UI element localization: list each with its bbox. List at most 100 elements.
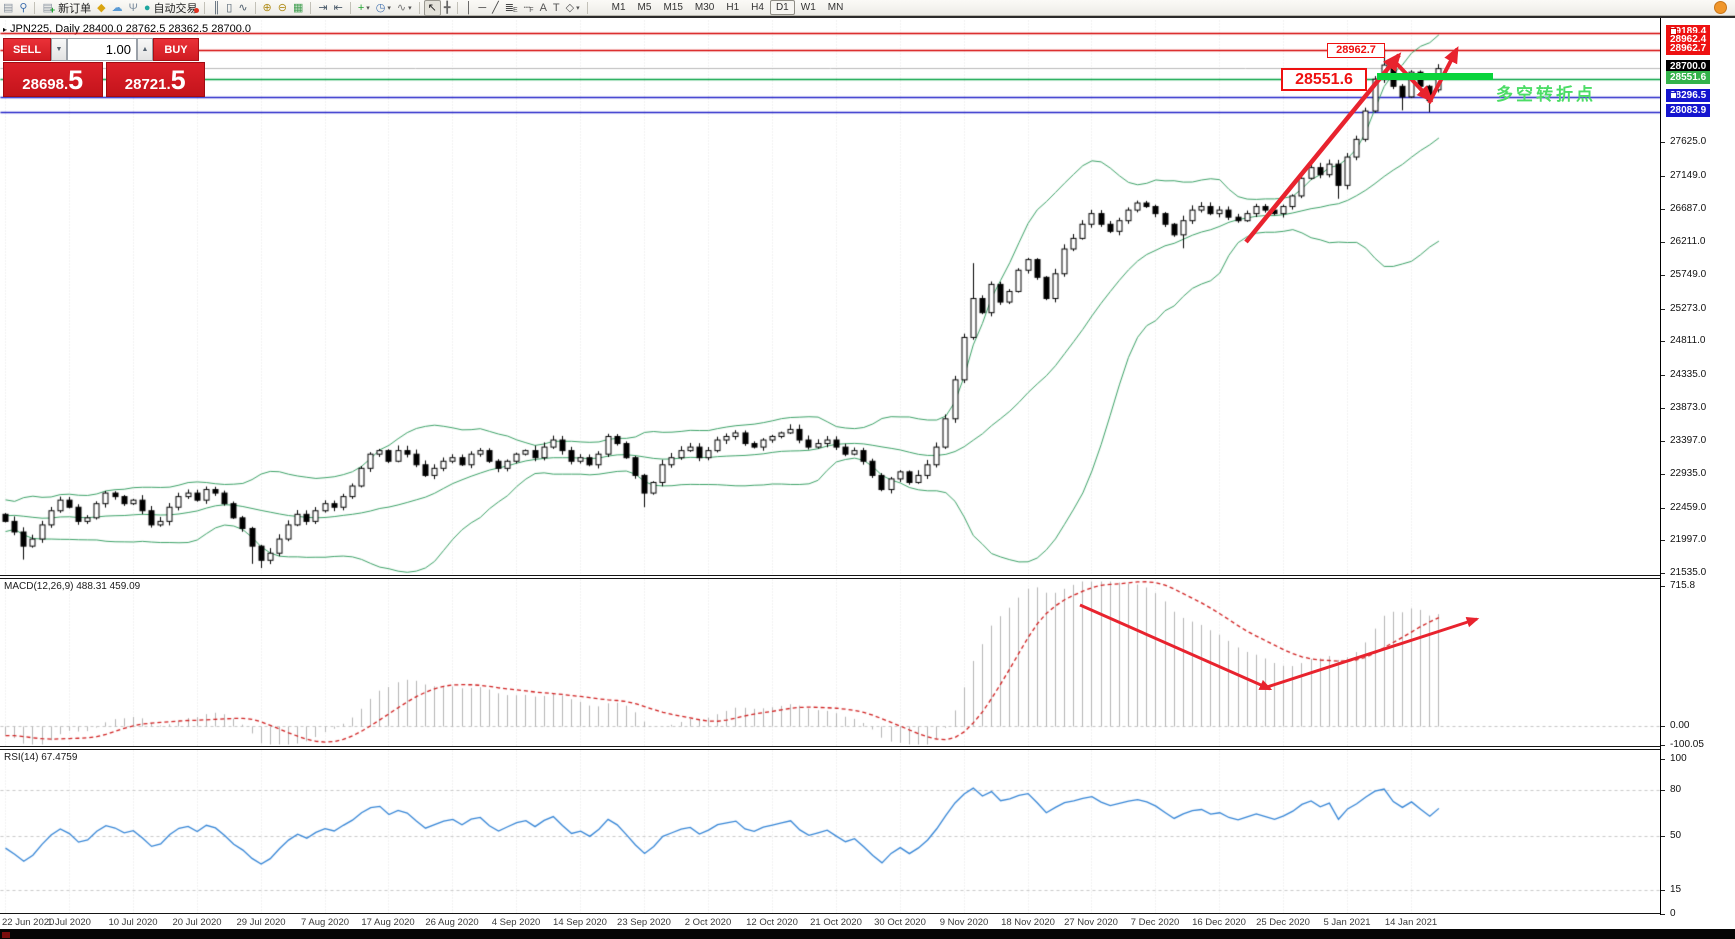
timeframe-m1[interactable]: M1 [611,2,626,13]
date-label: 7 Aug 2020 [300,917,350,928]
price-chart-canvas[interactable] [0,20,1660,575]
zoom-out-icon[interactable]: ⊖ [277,1,287,14]
price-tick: 24811.0 [1670,335,1706,346]
macd-chart-canvas[interactable] [0,579,1660,746]
date-label: 22 Jun 2020 [2,917,55,928]
bottom-bar [0,929,1735,939]
pivot-price-label: 28551.6 [1281,68,1367,91]
bar-chart-mode-icon[interactable]: ║ [212,1,221,14]
price-line-label: 28551.6 [1666,71,1711,84]
timeframe-d1[interactable]: D1 [769,0,795,15]
timeframe-mn[interactable]: MN [827,2,844,13]
price-tick: 21997.0 [1670,534,1707,545]
new-order-icon-label: 新订单 [58,2,92,15]
date-label: 7 Dec 2020 [1130,917,1180,928]
date-label: 30 Oct 2020 [874,917,926,928]
date-label: 14 Sep 2020 [553,917,607,928]
rsi-indicator-label: RSI(14) 67.4759 [4,752,78,763]
price-line-label: 28700.0 [1666,60,1711,73]
shapes-icon[interactable]: ◇ ▾ [565,1,580,14]
trendline-icon[interactable]: ╱ [492,1,499,14]
chart-shift-icon[interactable]: ⇥ [318,1,328,14]
timeframe-m15[interactable]: M15 [663,2,683,13]
crosshair-icon[interactable]: ╋ [443,1,451,14]
search-icon[interactable]: ⚲ [19,1,28,14]
text-icon[interactable]: A [539,1,547,14]
vertical-line-icon[interactable]: │ [465,1,473,14]
date-label: 14 Jan 2021 [1384,917,1438,928]
line-chart-mode-icon[interactable]: ∿ [238,1,248,14]
date-label: 9 Nov 2020 [939,917,989,928]
date-label: 21 Oct 2020 [810,917,862,928]
timeframe-m5[interactable]: M5 [637,2,652,13]
new-order-icon[interactable]: ▤ + 新订单 [42,1,92,15]
timeframe-m30[interactable]: M30 [694,2,715,13]
price-axis[interactable]: 27625.0 27149.0 26687.0 26211.0 25749.0 25273… [1660,18,1735,919]
date-label: 2 Oct 2020 [684,917,732,928]
price-tick: 23397.0 [1670,435,1707,446]
bottom-bar-accent [2,932,10,938]
zoom-in-icon[interactable]: ⊕ [262,1,272,14]
candlestick-mode-icon[interactable]: ▯ [226,1,233,14]
date-label: 10 Jul 2020 [108,917,158,928]
pane-separator[interactable] [0,575,1735,579]
buy-price-display[interactable]: 28721. 5 [105,62,205,97]
price-line-label: 28962.7 [1666,42,1711,55]
price-tick: 22459.0 [1670,502,1707,513]
price-tick: 23873.0 [1670,402,1707,413]
timeframe-h1[interactable]: H1 [726,2,740,13]
timeframe-group: M1 M5 M15 M30 H1 H4 D1 W1 MN [606,0,850,15]
horizontal-line-icon[interactable]: ─ [478,1,487,14]
one-click-trading-panel: SELL ▼ 1.00 ▲ BUY 28698. 5 28721. 5 [3,38,205,97]
signal-icon[interactable]: Ψ [128,1,138,14]
tile-windows-icon[interactable]: ▦ [292,1,304,14]
sell-price-display[interactable]: 28698. 5 [3,62,103,97]
fibonacci-icon[interactable]: ≣ E [504,1,518,14]
timeframe-h4[interactable]: H4 [751,2,764,13]
rsi-scale-15: 15 [1670,884,1682,895]
auto-trading-icon-label: 自动交易 [153,2,198,15]
timeframe-w1[interactable]: W1 [800,2,816,13]
date-label: 29 Jul 2020 [236,917,286,928]
chart-window: ▸JPN225, Daily 28400.0 28762.5 28362.5 2… [0,16,1735,939]
hline-handle-28296.5[interactable] [1670,92,1677,99]
volume-increase-button[interactable]: ▲ [137,38,153,61]
auto-scroll-icon[interactable]: ⇤ [333,1,343,14]
date-label: 12 Oct 2020 [746,917,798,928]
channels-icon[interactable]: ┄ F [523,1,534,14]
pane-separator[interactable] [0,746,1735,750]
price-line-label: 28296.5 [1666,89,1711,102]
macd-scale-max: 715.8 [1670,580,1696,591]
alert-icon[interactable] [1714,1,1727,14]
hline-handle-29189.4[interactable] [1670,28,1677,35]
date-label: 1 Jul 2020 [47,917,91,928]
buy-button[interactable]: BUY [153,38,199,61]
date-axis[interactable]: 22 Jun 2020 1 Jul 2020 10 Jul 2020 20 Jul 2… [0,915,1660,931]
indicators-icon[interactable]: + ▾ [357,1,370,14]
date-label: 5 Jan 2021 [1323,917,1371,928]
macd-indicator-label: MACD(12,26,9) 488.31 459.09 [4,581,141,592]
pivot-zone-bar [1377,73,1493,80]
auto-trading-icon[interactable]: ● 自动交易 [143,1,200,15]
macd-scale-min: -100.05 [1670,739,1704,750]
cursor-icon[interactable]: ↖ [423,0,441,16]
volume-decrease-button[interactable]: ▼ [51,38,67,61]
price-tick: 24335.0 [1670,369,1707,380]
date-label: 26 Aug 2020 [425,917,479,928]
rsi-chart-canvas[interactable] [0,750,1660,913]
date-label: 20 Jul 2020 [172,917,222,928]
new-chart-icon[interactable]: ▤ [3,1,14,14]
label-icon[interactable]: T [552,1,560,14]
periods-icon[interactable]: ◷ ▾ [375,1,391,14]
macd-scale-zero: 0.00 [1670,720,1690,731]
history-center-icon[interactable]: ◆ [97,1,106,14]
volume-input[interactable]: 1.00 [67,38,137,61]
cloud-icon[interactable]: ☁ [111,1,123,14]
templates-icon[interactable]: ∿ ▾ [396,1,412,14]
date-label: 25 Dec 2020 [1256,917,1310,928]
sell-button[interactable]: SELL [3,38,51,61]
pivot-annotation-text: 多空转折点 [1496,85,1596,104]
price-line-label: 28083.9 [1666,104,1711,117]
price-tick: 25749.0 [1670,269,1707,280]
